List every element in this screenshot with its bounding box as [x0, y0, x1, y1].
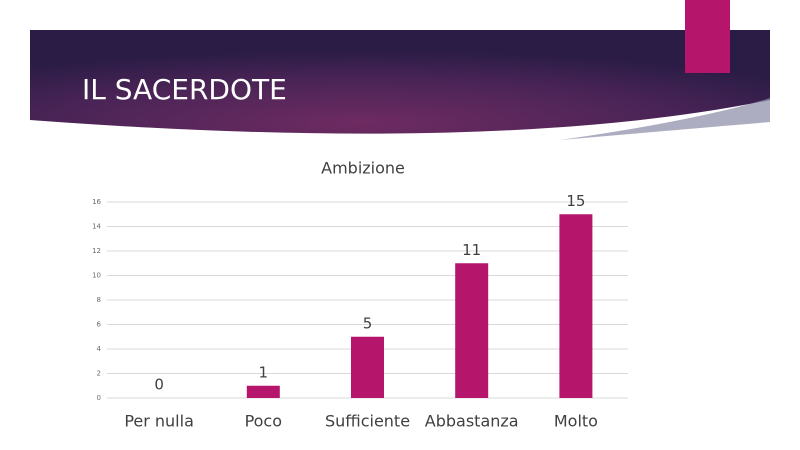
- y-tick-label: 2: [97, 370, 101, 378]
- chart-title: Ambizione: [321, 159, 405, 178]
- x-tick-label: Abbastanza: [425, 412, 519, 431]
- data-label: 11: [462, 241, 481, 259]
- data-label: 5: [363, 314, 373, 332]
- y-tick-label: 14: [92, 223, 101, 231]
- bar: [559, 214, 593, 398]
- y-tick-label: 16: [92, 198, 101, 206]
- y-tick-label: 10: [92, 272, 101, 280]
- y-tick-label: 4: [97, 345, 102, 353]
- y-tick-label: 0: [97, 394, 101, 402]
- bar: [455, 263, 489, 398]
- title-banner: [30, 30, 770, 134]
- slide-title: IL SACERDOTE: [82, 73, 287, 106]
- y-tick-label: 6: [97, 321, 102, 329]
- x-tick-label: Molto: [554, 412, 598, 431]
- plot-area: 0 2 4 6 8 10 12 14 16 Per nulla 0 Poco 1 Sufficiente 5…: [92, 192, 628, 431]
- y-tick-label: 8: [97, 296, 101, 304]
- corner-tab: [685, 0, 730, 73]
- x-tick-label: Per nulla: [124, 412, 194, 431]
- data-label: 1: [259, 363, 269, 381]
- x-tick-label: Poco: [245, 412, 282, 431]
- data-label: 0: [154, 376, 164, 394]
- x-tick-label: Sufficiente: [325, 412, 410, 431]
- bar: [246, 385, 280, 398]
- y-tick-label: 12: [92, 247, 101, 255]
- banner-accent: [560, 98, 770, 140]
- bar: [351, 336, 384, 398]
- data-label: 15: [566, 192, 585, 210]
